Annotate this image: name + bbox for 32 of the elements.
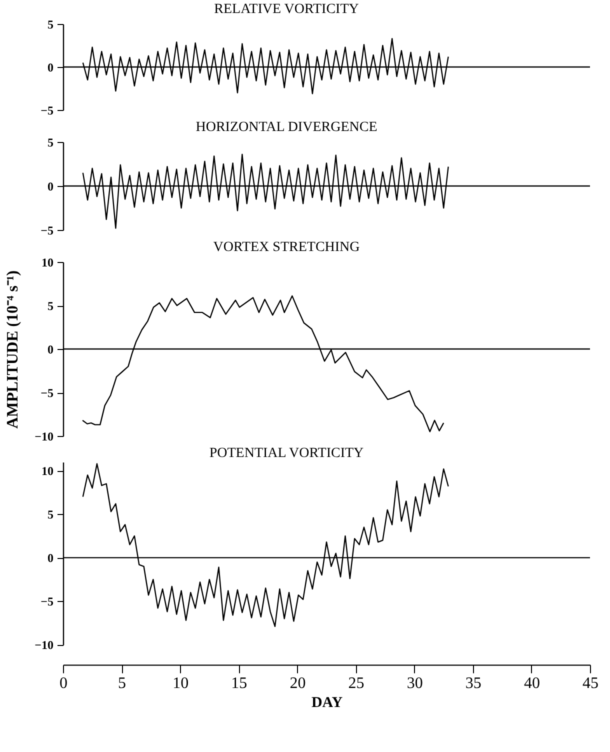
y-tick-label: 10: [42, 464, 54, 478]
y-tick-label: −5: [40, 224, 54, 238]
y-tick-label: 5: [48, 508, 54, 522]
x-tick-label: 40: [524, 675, 540, 692]
x-tick-label: 5: [118, 675, 126, 692]
x-tick-label: 25: [348, 675, 364, 692]
y-tick-label: 0: [48, 60, 54, 74]
y-tick-label: −5: [40, 594, 54, 609]
y-tick-label: 0: [48, 180, 54, 194]
x-axis-title: DAY: [311, 695, 343, 712]
x-tick-label: 30: [406, 675, 423, 692]
x-tick-label: 20: [290, 675, 306, 692]
y-tick-label: 0: [48, 551, 54, 566]
chart-title: VORTEX STRETCHING: [213, 240, 360, 255]
x-tick-label: 15: [231, 675, 248, 692]
y-tick-label: 5: [48, 136, 54, 150]
y-tick-label: −5: [40, 386, 54, 400]
chart-title: POTENTIAL VORTICITY: [209, 446, 364, 461]
chart-title: HORIZONTAL DIVERGENCE: [196, 120, 378, 135]
y-tick-label: 0: [48, 342, 54, 356]
x-tick-label: 45: [582, 675, 598, 692]
x-tick-label: 10: [172, 675, 189, 692]
chart-title: RELATIVE VORTICITY: [214, 2, 359, 17]
y-tick-label: −5: [40, 104, 54, 118]
y-tick-label: −10: [34, 430, 54, 444]
y-tick-label: 5: [48, 299, 54, 313]
x-tick-label: 35: [465, 675, 482, 692]
y-axis-title: AMPLITUDE (10⁻⁴ s⁻¹): [4, 270, 22, 429]
x-tick-label: 0: [60, 675, 68, 692]
y-tick-label: 5: [48, 18, 54, 32]
y-tick-label: 10: [42, 256, 54, 270]
y-tick-label: −10: [34, 638, 54, 652]
